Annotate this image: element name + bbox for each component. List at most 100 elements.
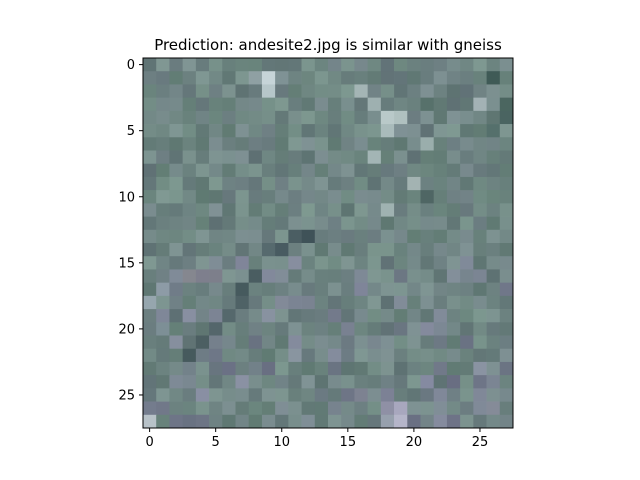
image-pixel — [248, 375, 263, 389]
image-pixel — [394, 203, 408, 217]
image-pixel — [143, 322, 157, 336]
image-pixel — [380, 176, 395, 191]
image-pixel — [314, 322, 329, 336]
image-pixel — [460, 163, 474, 178]
image-pixel — [261, 414, 276, 429]
image-pixel — [407, 216, 421, 231]
image-pixel — [222, 388, 236, 402]
x-axis: 0 5 10 15 20 25 — [145, 428, 488, 450]
image-pixel — [420, 269, 435, 283]
image-pixel — [182, 335, 197, 350]
image-pixel — [446, 137, 461, 151]
image-pixel — [222, 110, 236, 125]
image-pixel — [143, 348, 157, 363]
image-pixel — [433, 110, 448, 125]
image-pixel — [433, 203, 448, 217]
image-pixel — [499, 150, 514, 165]
image-pixel — [143, 137, 157, 151]
image-pixel — [143, 256, 157, 270]
image-pixel — [169, 401, 183, 416]
image-pixel — [275, 97, 289, 112]
image-pixel — [499, 71, 514, 85]
image-pixel — [446, 163, 461, 178]
image-pixel — [143, 190, 157, 204]
image-pixel — [433, 335, 448, 350]
image-pixel — [182, 150, 197, 165]
image-pixel — [182, 309, 197, 323]
image-pixel — [288, 388, 302, 402]
image-pixel — [248, 229, 263, 244]
image-pixel — [499, 375, 514, 389]
image-pixel — [420, 163, 435, 178]
image-pixel — [248, 256, 263, 270]
image-pixel — [248, 97, 263, 112]
image-pixel — [169, 71, 183, 85]
image-pixel — [235, 137, 250, 151]
image-pixel — [446, 243, 461, 257]
image-pixel — [407, 282, 421, 297]
image-pixel — [222, 361, 236, 376]
image-pixel — [275, 216, 289, 231]
image-pixel — [143, 150, 157, 165]
image-pixel — [222, 176, 236, 191]
image-pixel — [169, 348, 183, 363]
image-pixel — [341, 414, 355, 429]
image-pixel — [394, 176, 408, 191]
image-pixel — [209, 216, 223, 231]
image-pixel — [301, 176, 316, 191]
image-pixel — [169, 295, 183, 310]
image-pixel — [209, 282, 223, 297]
image-pixel — [275, 176, 289, 191]
image-pixel — [380, 110, 395, 125]
image-pixel — [420, 58, 435, 72]
image-pixel — [235, 216, 250, 231]
image-pixel — [209, 322, 223, 336]
image-pixel — [341, 84, 355, 98]
image-pixel — [301, 97, 316, 112]
image-pixel — [169, 58, 183, 72]
image-pixel — [143, 84, 157, 98]
image-pixel — [380, 375, 395, 389]
image-pixel — [420, 401, 435, 416]
image-pixel — [486, 348, 501, 363]
image-pixel — [222, 348, 236, 363]
image-pixel — [486, 216, 501, 231]
image-pixel — [314, 176, 329, 191]
image-pixel — [460, 309, 474, 323]
image-pixel — [460, 84, 474, 98]
x-tick-label: 0 — [145, 435, 153, 450]
image-pixel — [367, 388, 382, 402]
image-pixel — [222, 282, 236, 297]
image-pixel — [460, 150, 474, 165]
image-pixel — [460, 229, 474, 244]
image-pixel — [143, 97, 157, 112]
image-pixel — [182, 414, 197, 429]
image-pixel — [499, 216, 514, 231]
image-pixel — [407, 97, 421, 112]
image-pixel — [301, 322, 316, 336]
image-pixel — [499, 97, 514, 112]
image-pixel — [499, 335, 514, 350]
image-pixel — [433, 361, 448, 376]
image-pixel — [341, 110, 355, 125]
image-pixel — [288, 256, 302, 270]
image-pixel — [341, 309, 355, 323]
image-pixel — [473, 97, 487, 112]
image-pixel — [156, 335, 170, 350]
image-pixel — [446, 269, 461, 283]
image-pixel — [420, 282, 435, 297]
image-pixel — [354, 335, 368, 350]
image-pixel — [328, 190, 342, 204]
image-pixel — [328, 309, 342, 323]
image-pixel — [301, 243, 316, 257]
image-pixel — [433, 190, 448, 204]
image-pixel — [473, 124, 487, 138]
image-pixel — [407, 335, 421, 350]
image-pixel — [354, 295, 368, 310]
image-pixel — [235, 97, 250, 112]
image-pixel — [341, 71, 355, 85]
image-pixel — [380, 361, 395, 376]
image-pixel — [433, 388, 448, 402]
image-pixel — [156, 361, 170, 376]
